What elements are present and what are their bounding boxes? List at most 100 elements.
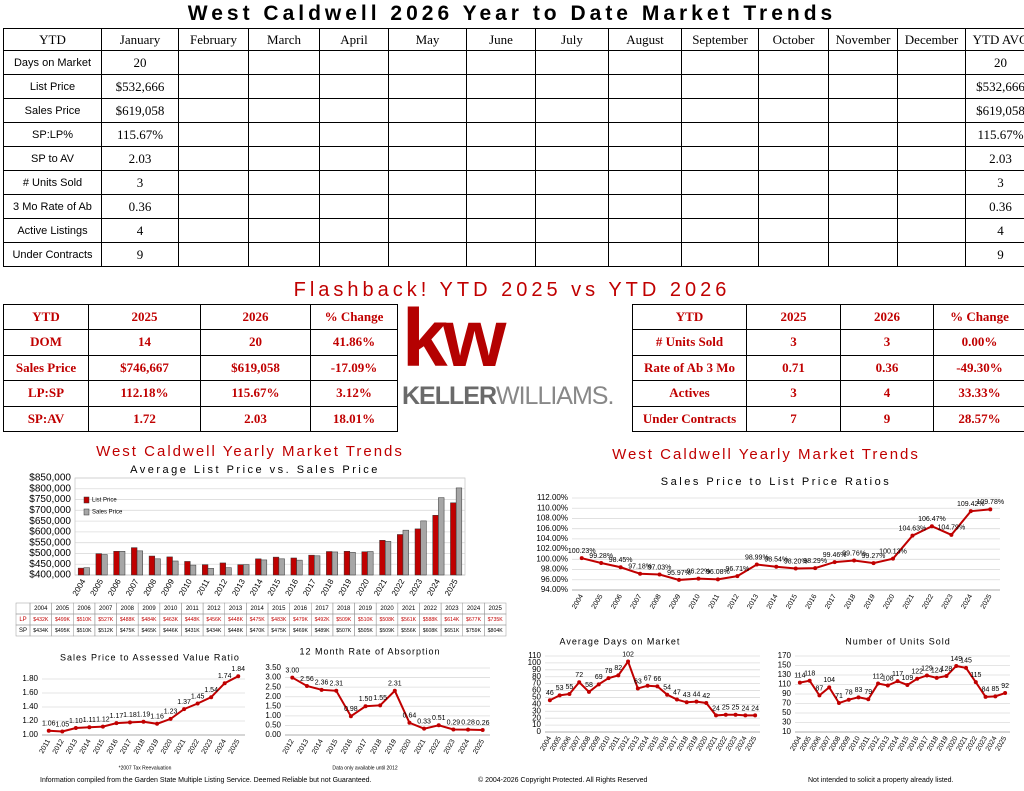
- y-tick-label: 2.00: [265, 692, 281, 701]
- point: [290, 675, 295, 680]
- table-year: 2020: [380, 606, 394, 612]
- table-cell: [535, 242, 609, 267]
- x-tick-label: 2011: [708, 593, 722, 610]
- table-cell: [388, 50, 467, 75]
- table-cell: 20: [101, 50, 179, 75]
- y-tick-label: 102.00%: [536, 544, 568, 553]
- table-value: $804K: [488, 628, 504, 634]
- x-tick-label: 2024: [425, 577, 442, 597]
- point: [1003, 691, 1008, 696]
- point: [618, 565, 623, 570]
- value-label: 1.12: [96, 716, 110, 723]
- table-cell: Active Listings: [3, 218, 102, 243]
- header-cell: June: [466, 28, 536, 51]
- header-cell: May: [388, 28, 467, 51]
- table-cell: Under Contracts: [632, 405, 747, 433]
- table-cell: DOM: [3, 329, 89, 356]
- y-tick-label: 3.00: [265, 673, 281, 682]
- x-tick-label: 2021: [902, 593, 916, 610]
- bar: [113, 551, 120, 576]
- value-label: 87: [816, 685, 824, 692]
- point: [599, 561, 604, 566]
- header-cell: 2025: [746, 304, 841, 330]
- y-tick-label: $450,000: [29, 559, 71, 570]
- value-label: 1.17: [110, 713, 124, 720]
- value-label: 96.22%: [687, 568, 711, 575]
- value-label: 92: [1001, 683, 1009, 690]
- table-cell: [466, 50, 536, 75]
- value-label: 78: [605, 668, 613, 675]
- table-cell: 2.03: [965, 146, 1024, 171]
- value-label: 1.10: [69, 718, 83, 725]
- x-tick-label: 2023: [201, 738, 215, 755]
- value-label: 1.54: [204, 687, 218, 694]
- y-tick-label: 20: [532, 713, 541, 722]
- table-value: $512K: [98, 628, 114, 634]
- table-cell: 9: [965, 242, 1024, 267]
- header-cell: March: [248, 28, 320, 51]
- header-cell: 2026: [840, 304, 934, 330]
- table-value: $556K: [401, 628, 417, 634]
- table-year: 2017: [315, 606, 329, 612]
- value-label: 1.55: [373, 695, 387, 702]
- value-label: 63: [634, 678, 642, 685]
- y-tick-label: 3.50: [265, 663, 281, 672]
- table-cell: 4: [101, 218, 179, 243]
- bar: [184, 561, 191, 576]
- x-tick-label: 2011: [195, 577, 212, 597]
- point: [827, 685, 832, 690]
- table-cell: [608, 194, 682, 219]
- table-cell: [466, 170, 536, 195]
- value-label: 1.74: [218, 673, 232, 680]
- table-cell: 9: [101, 242, 179, 267]
- x-tick-label: 2016: [805, 593, 819, 610]
- y-tick-label: 30: [782, 718, 791, 727]
- table-cell: [178, 98, 249, 123]
- x-tick-label: 2022: [921, 593, 935, 610]
- x-tick-label: 2017: [301, 577, 318, 597]
- table-year: 2013: [229, 606, 243, 612]
- bar: [367, 551, 374, 576]
- footer-center: © 2004-2026 Copyright Protected. All Rig…: [478, 777, 648, 784]
- table-cell: [388, 242, 467, 267]
- value-label: 43: [683, 692, 691, 699]
- bar: [308, 554, 315, 576]
- point: [983, 694, 988, 699]
- table-year: 2008: [121, 606, 135, 612]
- value-label: 2.36: [315, 680, 329, 687]
- y-tick-label: 130: [778, 670, 792, 679]
- point: [182, 707, 187, 712]
- value-label: 109: [902, 675, 914, 682]
- y-tick-label: 50: [532, 693, 541, 702]
- header-cell: August: [608, 28, 682, 51]
- bar: [331, 551, 338, 576]
- table-cell: 9: [840, 405, 934, 433]
- table-value: $527K: [98, 617, 114, 623]
- table-year: 2011: [186, 606, 200, 612]
- point: [480, 728, 485, 733]
- point: [743, 713, 748, 718]
- value-label: 1.45: [191, 693, 205, 700]
- table-year: 2019: [359, 606, 373, 612]
- table-cell: List Price: [3, 74, 102, 99]
- value-label: 97.03%: [648, 564, 672, 571]
- legend-label: Sales Price: [92, 510, 123, 516]
- table-year: 2016: [294, 606, 308, 612]
- table-cell: [897, 218, 966, 243]
- table-cell: [319, 146, 389, 171]
- x-tick-label: 2015: [266, 577, 283, 597]
- point: [577, 680, 582, 685]
- value-label: 54: [663, 685, 671, 692]
- table-cell: [608, 170, 682, 195]
- bar: [278, 558, 285, 576]
- point: [127, 720, 132, 725]
- point: [797, 680, 802, 685]
- table-cell: [178, 50, 249, 75]
- table-value: $489K: [315, 628, 331, 634]
- table-cell: [608, 50, 682, 75]
- table-cell: [758, 122, 829, 147]
- table-cell: $532,666: [101, 74, 179, 99]
- table-cell: 3: [746, 380, 841, 407]
- point: [378, 703, 383, 708]
- x-tick-label: 2021: [372, 577, 389, 597]
